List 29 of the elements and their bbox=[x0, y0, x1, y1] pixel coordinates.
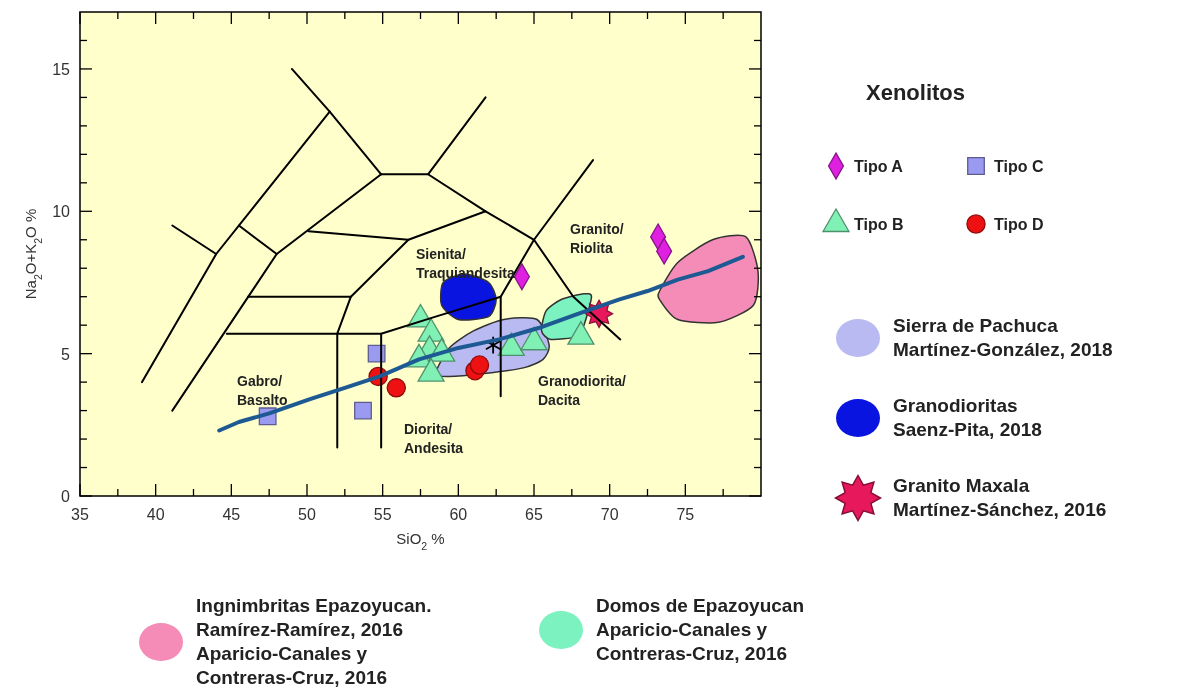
legend-label: Tipo C bbox=[994, 158, 1044, 175]
x-tick-label: 35 bbox=[71, 506, 89, 523]
y-tick-label: 10 bbox=[52, 203, 71, 221]
x-tick-label: 75 bbox=[676, 506, 695, 523]
annotation: Granito/ Riolita bbox=[570, 221, 624, 256]
x-tick-label: 55 bbox=[373, 506, 392, 523]
x-axis-title: SiO$_{2}$ % bbox=[396, 530, 445, 552]
y-tick-label: 15 bbox=[52, 60, 71, 78]
x-tick-label: 60 bbox=[449, 506, 468, 523]
x-tick-label: 45 bbox=[222, 506, 241, 523]
legend-title: Xenolitos bbox=[866, 80, 966, 105]
annotation: Diorita/ Andesita bbox=[404, 421, 464, 456]
legend-label: Granodioritas Saenz-Pita, 2018 bbox=[893, 395, 1042, 440]
legend-label: Tipo D bbox=[994, 216, 1044, 233]
x-tick-label: 65 bbox=[525, 506, 543, 523]
legend-label: Tipo A bbox=[854, 158, 904, 175]
annotation: Granodiorita/ Dacita bbox=[538, 373, 627, 408]
legend-label: Domos de Epazoyucan Aparicio-Canales y Contreras-Cruz, 2016 bbox=[596, 595, 804, 664]
annotation: Gabro/ Basalto bbox=[237, 373, 288, 408]
legend-label: Sierra de Pachuca Martínez-González, 2018 bbox=[893, 315, 1113, 360]
y-tick-label: 5 bbox=[61, 345, 71, 363]
x-tick-label: 70 bbox=[600, 506, 619, 523]
legend-label: Tipo B bbox=[854, 216, 904, 233]
annotation: Sienita/ Traquiandesita bbox=[416, 246, 516, 281]
x-tick-label: 50 bbox=[298, 506, 316, 523]
y-tick-label: 0 bbox=[61, 488, 71, 505]
legend-label: Ingnimbritas Epazoyucan. Ramírez-Ramírez, 2016 Aparicio-Canales y Contreras-Cruz, 2016 bbox=[196, 595, 432, 688]
x-tick-label: 40 bbox=[146, 506, 165, 523]
legend-label: Granito Maxala Martínez-Sánchez, 2016 bbox=[893, 475, 1107, 520]
